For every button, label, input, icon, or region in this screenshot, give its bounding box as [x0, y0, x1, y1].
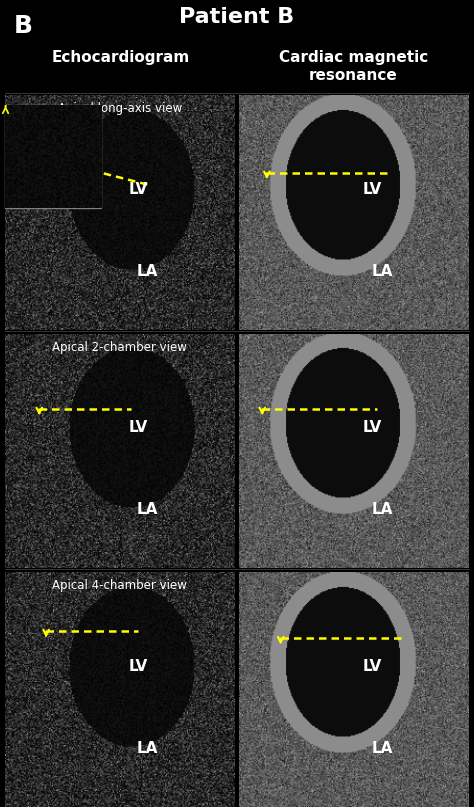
- Text: Apical long-axis view: Apical long-axis view: [58, 102, 182, 115]
- Text: LA: LA: [137, 741, 158, 756]
- Text: LA: LA: [371, 741, 392, 756]
- Text: LA: LA: [371, 264, 392, 279]
- Text: LV: LV: [363, 182, 383, 197]
- Text: Cardiac magnetic
resonance: Cardiac magnetic resonance: [279, 50, 428, 82]
- Text: LV: LV: [128, 420, 148, 435]
- Text: Patient B: Patient B: [179, 7, 295, 27]
- Text: Apical 2-chamber view: Apical 2-chamber view: [52, 341, 187, 354]
- Text: LV: LV: [128, 659, 148, 674]
- Text: Apical 4-chamber view: Apical 4-chamber view: [52, 579, 187, 592]
- Text: LV: LV: [363, 659, 383, 674]
- Text: B: B: [14, 14, 33, 38]
- Text: Echocardiogram: Echocardiogram: [52, 50, 190, 65]
- Text: LV: LV: [128, 182, 148, 197]
- Text: LA: LA: [371, 502, 392, 517]
- Text: LV: LV: [363, 420, 383, 435]
- Text: LA: LA: [137, 502, 158, 517]
- Text: LA: LA: [137, 264, 158, 279]
